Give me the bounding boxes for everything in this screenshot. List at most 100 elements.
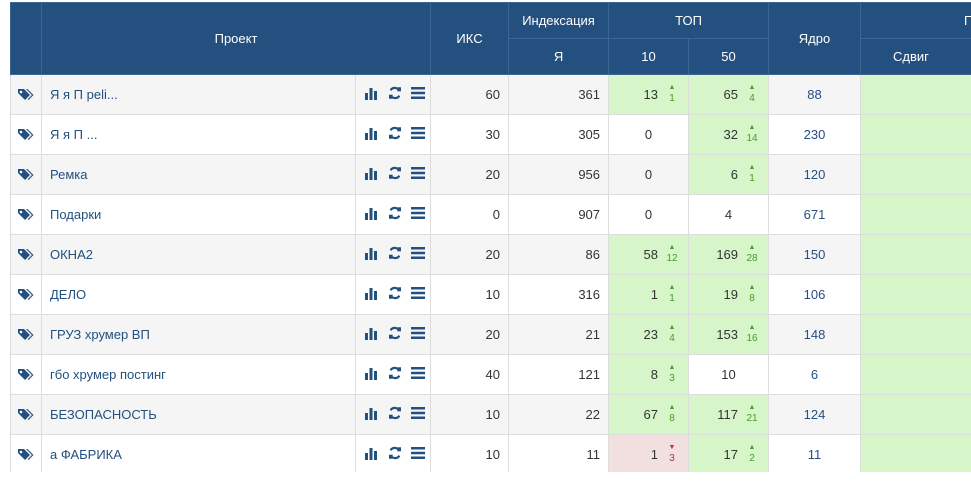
projects-table-wrapper: Проект ИКС Индексация ТОП Ядро Посл Я 10… bbox=[10, 2, 971, 472]
project-name-cell: а ФАБРИКА bbox=[41, 434, 356, 472]
refresh-icon[interactable] bbox=[388, 206, 402, 223]
top10-value: 23 bbox=[643, 327, 659, 342]
project-name-link[interactable]: БЕЗОПАСНОСТЬ bbox=[50, 407, 157, 422]
core-value: 148 bbox=[768, 314, 862, 355]
tag-icon[interactable] bbox=[11, 248, 41, 262]
refresh-icon[interactable] bbox=[388, 326, 402, 343]
bar-chart-icon[interactable] bbox=[364, 287, 378, 303]
tag-icon[interactable] bbox=[11, 368, 41, 382]
top10-delta-value: 3 bbox=[669, 453, 675, 464]
menu-icon[interactable] bbox=[411, 87, 426, 102]
menu-icon[interactable] bbox=[411, 207, 426, 222]
refresh-icon[interactable] bbox=[388, 126, 402, 143]
core-link[interactable]: 124 bbox=[803, 407, 826, 422]
bar-chart-icon[interactable] bbox=[364, 127, 378, 143]
core-link[interactable]: 150 bbox=[803, 247, 826, 262]
project-name-link[interactable]: Я я П peli... bbox=[50, 87, 118, 102]
top50-cell: 4 bbox=[688, 194, 770, 235]
menu-icon[interactable] bbox=[411, 287, 426, 302]
indexation-value: 907 bbox=[508, 194, 610, 235]
top50-delta: ▲ 8 bbox=[744, 282, 760, 304]
bar-chart-icon[interactable] bbox=[364, 447, 378, 463]
menu-icon[interactable] bbox=[411, 247, 426, 262]
menu-icon[interactable] bbox=[411, 127, 426, 142]
core-link[interactable]: 106 bbox=[803, 287, 826, 302]
tag-icon[interactable] bbox=[11, 448, 41, 462]
menu-icon[interactable] bbox=[411, 167, 426, 182]
top50-delta: ▲ 28 bbox=[744, 242, 760, 264]
bar-chart-icon[interactable] bbox=[364, 407, 378, 423]
project-name-link[interactable]: а ФАБРИКА bbox=[50, 447, 122, 462]
core-link[interactable]: 671 bbox=[803, 207, 826, 222]
top10-value: 0 bbox=[644, 207, 653, 222]
indexation-column-header: Индексация bbox=[508, 2, 610, 39]
shift-value: +1634 bbox=[860, 114, 971, 155]
refresh-icon[interactable] bbox=[388, 406, 402, 423]
core-link[interactable]: 230 bbox=[803, 127, 826, 142]
top50-cell: 19 ▲ 8 bbox=[688, 274, 770, 315]
project-actions-cell bbox=[354, 114, 432, 155]
top50-header[interactable]: 50 bbox=[688, 38, 770, 75]
projects-table: Проект ИКС Индексация ТОП Ядро Посл Я 10… bbox=[10, 2, 971, 472]
refresh-icon[interactable] bbox=[388, 166, 402, 183]
iks-value: 20 bbox=[430, 154, 510, 195]
core-link[interactable]: 120 bbox=[803, 167, 826, 182]
project-name-link[interactable]: ДЕЛО bbox=[50, 287, 87, 302]
bar-chart-icon[interactable] bbox=[364, 207, 378, 223]
indexation-value: 21 bbox=[508, 314, 610, 355]
bar-chart-icon[interactable] bbox=[364, 167, 378, 183]
menu-icon[interactable] bbox=[411, 327, 426, 342]
menu-icon[interactable] bbox=[411, 407, 426, 422]
core-value: 11 bbox=[768, 434, 862, 472]
bar-chart-icon[interactable] bbox=[364, 87, 378, 103]
project-column-header[interactable]: Проект bbox=[40, 2, 432, 75]
refresh-icon[interactable] bbox=[388, 246, 402, 263]
project-name-link[interactable]: Я я П ... bbox=[50, 127, 98, 142]
delta-arrow-icon: ▲ bbox=[748, 124, 756, 131]
tag-icon[interactable] bbox=[11, 328, 41, 342]
delta-arrow-icon: ▲ bbox=[668, 244, 676, 251]
core-value: 150 bbox=[768, 234, 862, 275]
tag-icon[interactable] bbox=[11, 168, 41, 182]
tag-icon[interactable] bbox=[11, 88, 41, 102]
tag-icon[interactable] bbox=[11, 408, 41, 422]
delta-arrow-icon: ▲ bbox=[668, 84, 676, 91]
core-link[interactable]: 11 bbox=[807, 447, 822, 462]
core-link[interactable]: 6 bbox=[810, 367, 819, 382]
iks-column-header[interactable]: ИКС bbox=[430, 2, 510, 75]
menu-icon[interactable] bbox=[411, 447, 426, 462]
table-row: Подарки bbox=[10, 194, 971, 235]
top50-value: 65 bbox=[723, 87, 739, 102]
project-name-link[interactable]: Подарки bbox=[50, 207, 102, 222]
project-name-link[interactable]: ГРУЗ хрумер ВП bbox=[50, 327, 150, 342]
bar-chart-icon[interactable] bbox=[364, 327, 378, 343]
core-column-header[interactable]: Ядро bbox=[768, 2, 862, 75]
top50-delta: ▲ 4 bbox=[744, 82, 760, 104]
top10-value: 13 bbox=[643, 87, 659, 102]
top10-cell: 0 bbox=[608, 194, 690, 235]
project-name-link[interactable]: гбо хрумер постинг bbox=[50, 367, 166, 382]
core-link[interactable]: 88 bbox=[807, 87, 822, 102]
bar-chart-icon[interactable] bbox=[364, 247, 378, 263]
refresh-icon[interactable] bbox=[388, 286, 402, 303]
refresh-icon[interactable] bbox=[388, 86, 402, 103]
menu-icon[interactable] bbox=[411, 367, 426, 382]
project-name-link[interactable]: Ремка bbox=[50, 167, 88, 182]
refresh-icon[interactable] bbox=[388, 366, 402, 383]
tag-icon[interactable] bbox=[11, 208, 41, 222]
top10-header[interactable]: 10 bbox=[608, 38, 690, 75]
top50-value: 4 bbox=[724, 207, 733, 222]
table-row: гбо хрумер постинг bbox=[10, 354, 971, 395]
project-name-link[interactable]: ОКНА2 bbox=[50, 247, 93, 262]
iks-value: 20 bbox=[430, 314, 510, 355]
indexation-yandex-header[interactable]: Я bbox=[508, 38, 610, 75]
tag-icon[interactable] bbox=[11, 128, 41, 142]
tag-cell bbox=[10, 74, 42, 115]
core-link[interactable]: 148 bbox=[803, 327, 826, 342]
tag-icon[interactable] bbox=[11, 288, 41, 302]
refresh-icon[interactable] bbox=[388, 446, 402, 463]
shift-header[interactable]: Сдвиг bbox=[860, 38, 971, 75]
core-value: 6 bbox=[768, 354, 862, 395]
project-name-cell: БЕЗОПАСНОСТЬ bbox=[41, 394, 356, 435]
bar-chart-icon[interactable] bbox=[364, 367, 378, 383]
